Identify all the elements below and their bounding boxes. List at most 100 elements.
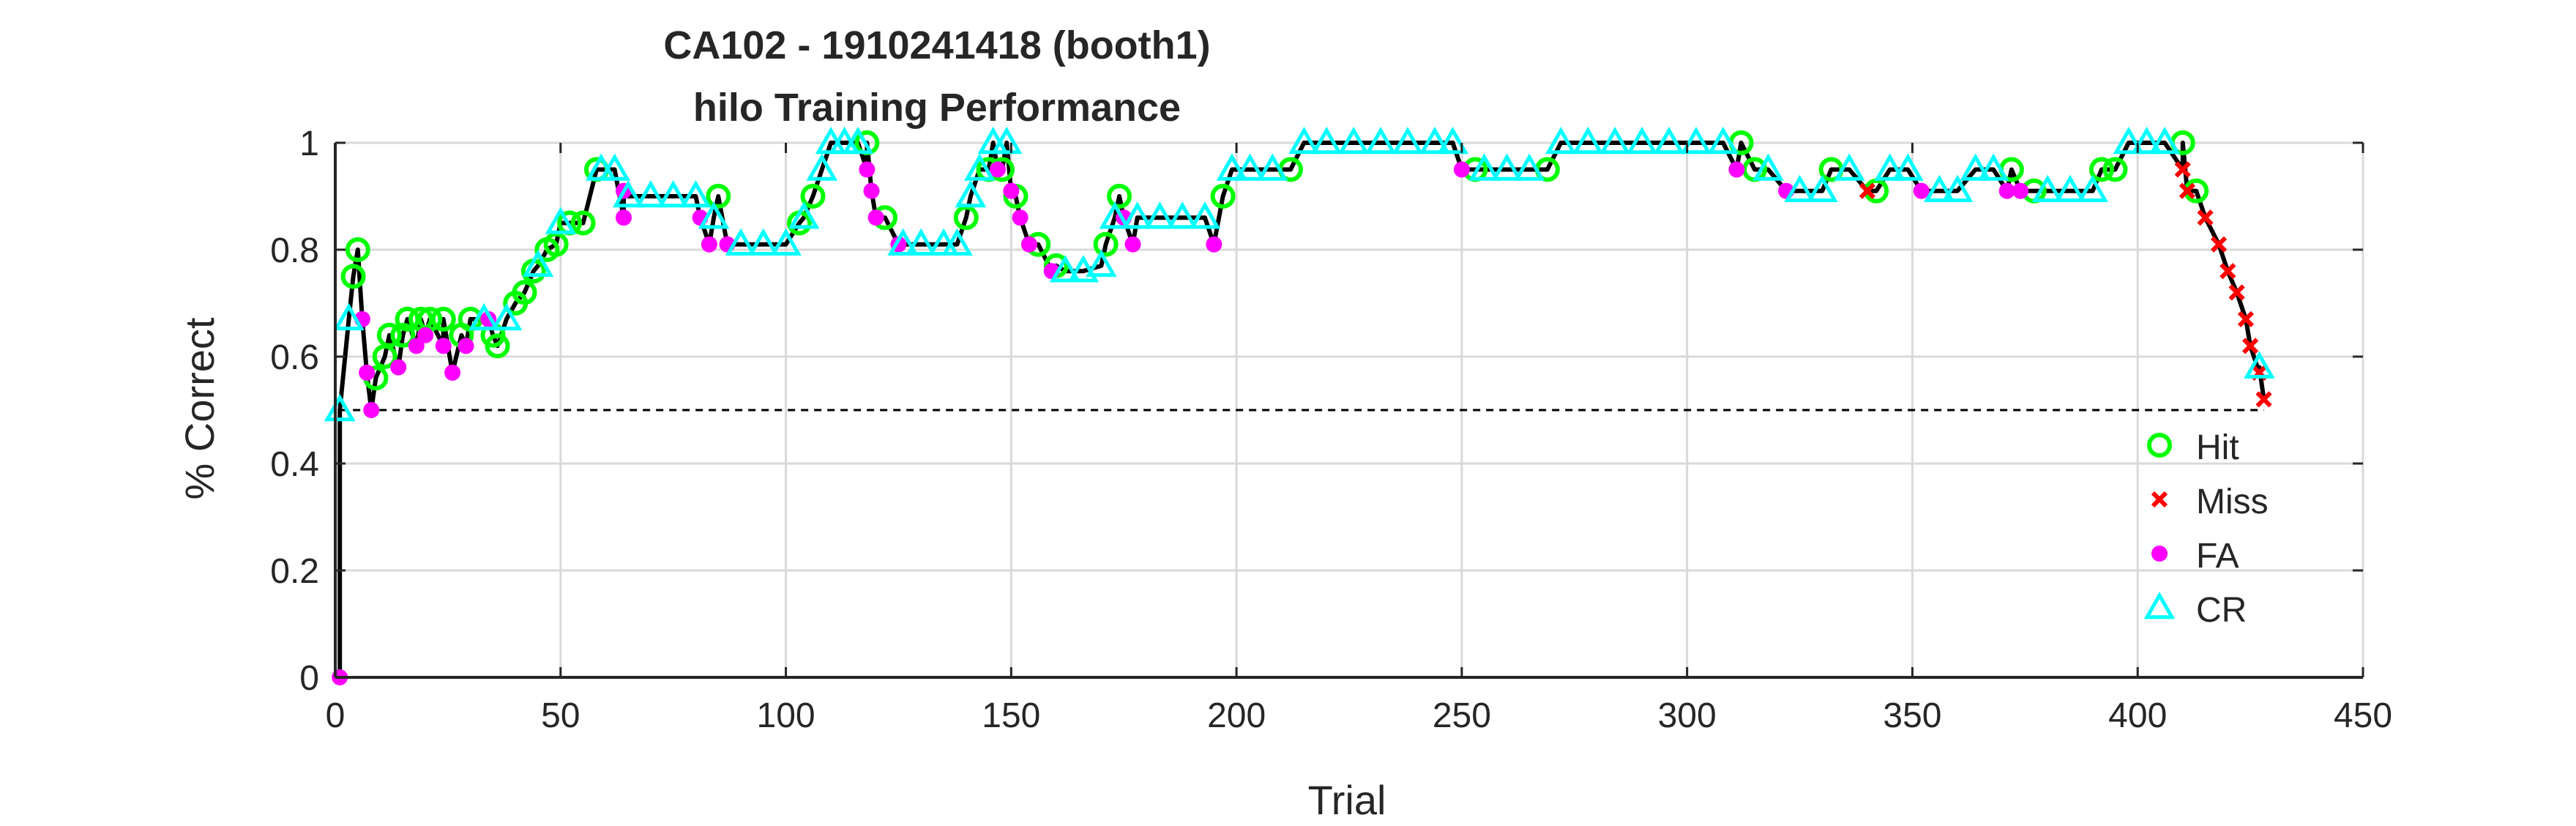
fa-marker <box>417 327 434 343</box>
cr-marker <box>1752 153 1784 181</box>
cr-marker <box>788 201 820 229</box>
y-tick-label: 0.4 <box>270 445 319 484</box>
x-tick-label: 100 <box>757 696 815 735</box>
cr-marker <box>887 228 919 256</box>
fa-marker <box>359 364 376 381</box>
cr-marker <box>1599 126 1631 155</box>
hit-marker <box>376 322 402 348</box>
miss-marker <box>2197 209 2214 226</box>
fa-marker <box>444 364 461 381</box>
miss-marker <box>2237 310 2255 328</box>
x-axis-label: Trial <box>1308 777 1386 823</box>
legend-marker-miss <box>2151 491 2168 508</box>
fa-marker <box>435 338 452 354</box>
hit-marker <box>430 306 456 332</box>
cr-marker <box>599 153 630 181</box>
cr-marker <box>2113 126 2145 155</box>
hit-marker <box>1210 184 1236 209</box>
y-axis-label: % Correct <box>176 317 223 499</box>
cr-marker <box>468 302 500 331</box>
fa-marker <box>701 236 717 253</box>
cr-marker <box>1892 153 1924 181</box>
series-cr <box>324 126 2275 422</box>
x-tick-label: 0 <box>326 696 346 735</box>
cr-marker <box>1468 153 1500 181</box>
hit-marker <box>340 264 366 289</box>
cr-marker <box>1189 201 1221 229</box>
cr-marker <box>1364 126 1397 155</box>
miss-marker <box>2241 338 2259 354</box>
miss-marker <box>2210 236 2228 253</box>
fa-marker <box>1020 236 1037 253</box>
y-tick-label: 0 <box>299 659 319 698</box>
axes <box>334 141 2364 679</box>
y-tick-label: 0.2 <box>270 552 319 591</box>
hit-marker <box>1093 231 1119 257</box>
cr-marker <box>963 153 996 181</box>
cr-marker <box>1941 174 1974 202</box>
cr-marker <box>1437 126 1468 155</box>
cr-marker <box>1707 126 1739 155</box>
cr-marker <box>770 228 802 256</box>
cr-marker <box>698 201 730 229</box>
fa-marker <box>1124 236 1141 253</box>
cr-marker <box>657 179 689 208</box>
cr-marker <box>1234 153 1266 181</box>
cr-marker <box>2054 174 2086 202</box>
cr-marker <box>1626 126 1658 155</box>
cr-marker <box>1257 153 1288 181</box>
cr-marker <box>2077 174 2108 202</box>
fa-marker <box>1453 161 1470 178</box>
cr-marker <box>955 179 987 208</box>
fa-marker <box>363 402 380 418</box>
chart-subtitle: hilo Training Performance <box>693 86 1181 130</box>
fa-marker <box>2012 182 2029 199</box>
cr-marker <box>2031 174 2064 202</box>
cr-marker <box>1310 126 1343 155</box>
legend-marker-cr <box>2143 591 2176 620</box>
fa-marker <box>1998 182 2015 199</box>
hit-marker <box>800 184 826 209</box>
fa-marker <box>867 209 884 226</box>
cr-marker <box>1491 153 1523 181</box>
x-tick-label: 50 <box>541 696 580 735</box>
fa-marker <box>408 338 425 354</box>
hit-marker <box>485 333 510 359</box>
cr-marker <box>1807 174 1838 202</box>
legend-label: Hit <box>2196 428 2239 467</box>
legend-item-fa: FA <box>2151 537 2239 576</box>
legend-label: CR <box>2196 591 2247 630</box>
fa-marker <box>863 182 880 199</box>
legend-label: FA <box>2196 537 2239 576</box>
x-tick-label: 300 <box>1658 696 1717 735</box>
fa-marker <box>390 359 407 376</box>
miss-marker <box>2228 284 2245 301</box>
cr-marker <box>1572 126 1604 155</box>
legend: Hit Miss FA CR <box>2143 428 2269 630</box>
y-tick-label: 1 <box>299 124 319 163</box>
x-tick-label: 250 <box>1433 696 1491 735</box>
hit-marker <box>570 210 596 236</box>
cr-marker <box>522 249 554 278</box>
hit-marker <box>390 322 416 348</box>
legend-marker-fa <box>2151 546 2168 562</box>
tick-labels: 0 50 100 150 200 250 300 350 400 450 0 0.2 0.4 0.6 0.8… <box>270 124 2392 735</box>
x-tick-label: 400 <box>2108 696 2167 735</box>
cr-marker <box>806 153 838 181</box>
fa-marker <box>1728 161 1745 178</box>
cr-marker <box>1960 153 1991 181</box>
y-tick-label: 0.8 <box>270 231 319 270</box>
fa-marker <box>1206 236 1222 253</box>
fa-marker <box>989 161 1006 178</box>
chart-title: CA102 - 1910241418 (booth1) <box>663 23 1210 67</box>
cr-marker <box>905 228 937 256</box>
miss-marker <box>2179 182 2196 199</box>
cr-marker <box>1288 126 1320 155</box>
miss-marker <box>1859 182 1876 199</box>
miss-marker <box>2174 161 2191 178</box>
hit-marker <box>706 184 731 209</box>
x-tick-label: 200 <box>1207 696 1266 735</box>
cr-marker <box>1419 126 1451 155</box>
hit-marker <box>512 280 537 305</box>
